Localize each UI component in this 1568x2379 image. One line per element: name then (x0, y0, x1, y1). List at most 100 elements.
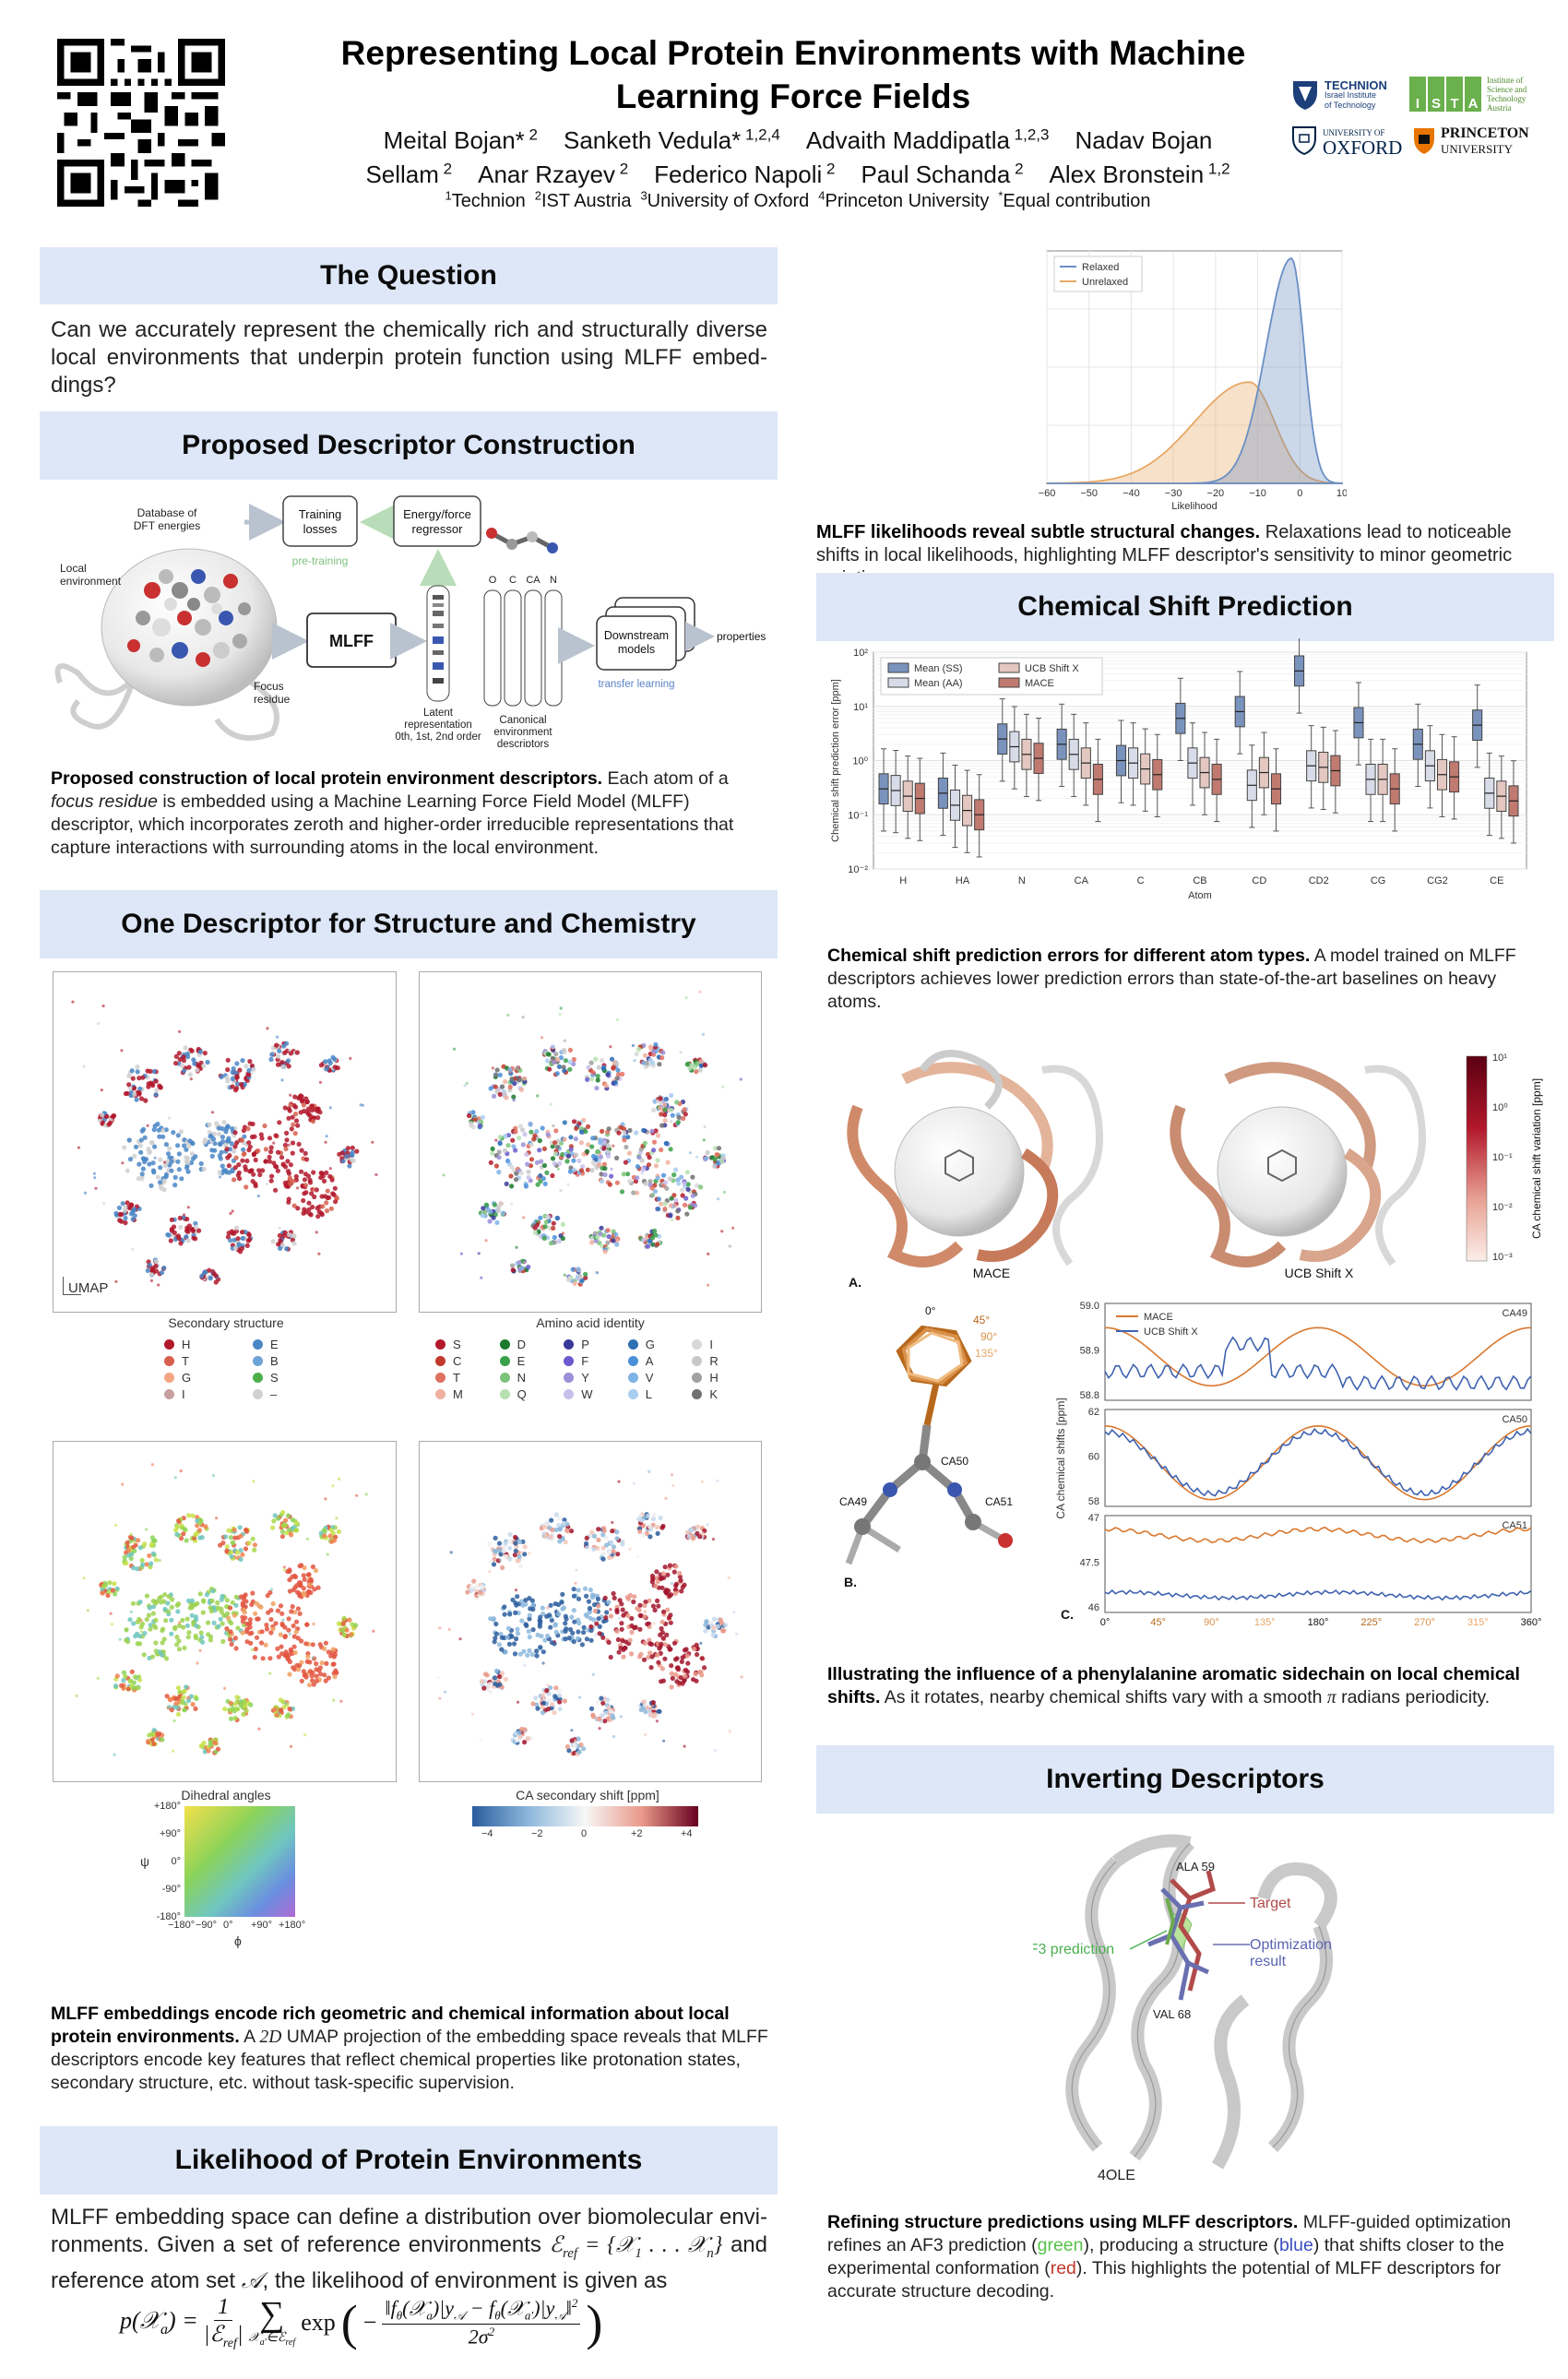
umap-point (153, 1640, 159, 1646)
umap-point (603, 1615, 609, 1621)
umap-point (372, 1629, 375, 1633)
legend-label: Q (517, 1386, 527, 1401)
umap-point (281, 1618, 285, 1622)
umap-point (264, 1626, 270, 1632)
umap-point (552, 1234, 557, 1241)
umap-point (531, 1136, 537, 1142)
umap-point (188, 1694, 195, 1699)
umap-point (604, 1610, 610, 1615)
qr-code-icon[interactable] (57, 39, 225, 207)
umap-point (159, 1270, 165, 1276)
umap-point (497, 1091, 503, 1097)
umap-point (251, 1172, 256, 1177)
umap-point (600, 1179, 605, 1184)
umap-point (477, 1123, 482, 1128)
umap-point (268, 1178, 274, 1184)
umap-point (515, 1558, 520, 1564)
umap-point (664, 1496, 668, 1500)
umap-point (344, 1627, 350, 1633)
technion-crest-icon (1293, 81, 1317, 110)
umap-point (497, 1135, 503, 1140)
umap-point (593, 1270, 597, 1274)
umap-point (169, 1617, 174, 1623)
umap-point (230, 1084, 235, 1089)
umap-point (659, 1147, 664, 1153)
umap-point (136, 1538, 141, 1543)
umap-point (143, 1098, 148, 1103)
umap-point (569, 1529, 575, 1534)
inverting-structure-figure: ALA 59 Target AF3 prediction Optimizatio… (1033, 1834, 1337, 2183)
umap-point (101, 1004, 105, 1008)
umap-point (216, 1624, 221, 1629)
umap-point (662, 1112, 668, 1118)
umap-point (169, 1631, 174, 1636)
umap-point (174, 1531, 180, 1537)
legend-dot (253, 1372, 263, 1383)
umap-point (563, 1540, 568, 1545)
umap-point (151, 1170, 157, 1175)
umap-point (123, 1673, 128, 1679)
affiliation-number: 2 (534, 188, 541, 202)
umap-point (611, 1065, 616, 1070)
umap-point (503, 1540, 508, 1546)
umap-point (612, 1734, 616, 1739)
umap-point (589, 1168, 595, 1173)
umap-point (671, 1483, 675, 1487)
umap-point (599, 1225, 604, 1231)
umap-point (268, 1671, 272, 1675)
umap-point (479, 1584, 484, 1589)
umap-point (602, 1166, 608, 1172)
descriptor-caption: Proposed construction of local protein e… (51, 767, 770, 860)
umap-point (249, 1063, 255, 1068)
umap-point (577, 1274, 583, 1279)
umap-point (185, 1169, 191, 1174)
umap-point (614, 1628, 620, 1635)
umap-point (503, 1553, 508, 1560)
umap-point (291, 1241, 297, 1246)
umap-point (589, 1076, 595, 1082)
umap-point (129, 1535, 135, 1541)
umap-point (508, 1173, 514, 1179)
umap-point (207, 1267, 212, 1273)
mace-curve (1104, 1424, 1532, 1501)
umap-point (492, 1093, 497, 1099)
umap-point (244, 1064, 249, 1069)
legend-dot (692, 1372, 703, 1383)
umap-point (585, 1076, 590, 1082)
umap-point (163, 1127, 169, 1133)
umap-point (153, 1258, 159, 1264)
umap-point (553, 1512, 559, 1517)
umap-point (659, 1679, 664, 1684)
umap-point (122, 1145, 127, 1150)
umap-point (651, 1139, 658, 1145)
label-4ole: 4OLE (1098, 2168, 1135, 2183)
umap-point (130, 1217, 136, 1222)
umap-point (679, 1174, 684, 1180)
umap-point (176, 1167, 182, 1172)
umap-point (147, 1605, 152, 1611)
umap-point (670, 1675, 675, 1681)
ring-angle-label: 45° (973, 1314, 990, 1326)
umap-point (297, 1611, 303, 1616)
umap-point (557, 1533, 563, 1540)
eq-num-b: (𝒳 (402, 2296, 427, 2320)
umap-point (624, 1144, 629, 1150)
umap-point (119, 1219, 125, 1224)
umap-point (207, 1122, 212, 1127)
umap-point (506, 1538, 512, 1543)
umap-point (309, 1191, 315, 1196)
umap-point (282, 1565, 286, 1569)
umap-point (230, 1231, 235, 1236)
umap-point (484, 1239, 488, 1243)
umap-point (556, 1239, 562, 1244)
umap-point (641, 1060, 647, 1065)
umap-point (559, 1189, 563, 1193)
umap-point (329, 1177, 335, 1183)
umap-point (287, 1143, 291, 1147)
umap-point (140, 1178, 144, 1182)
ca-shift-ticks: −4 −2 0 +2 +4 (472, 1826, 703, 1841)
umap-point (534, 1702, 540, 1707)
umap-point (308, 1589, 314, 1596)
math-eref-symbol: ℰ (549, 2233, 563, 2257)
density-legend-label: Unrelaxed (1082, 277, 1128, 288)
